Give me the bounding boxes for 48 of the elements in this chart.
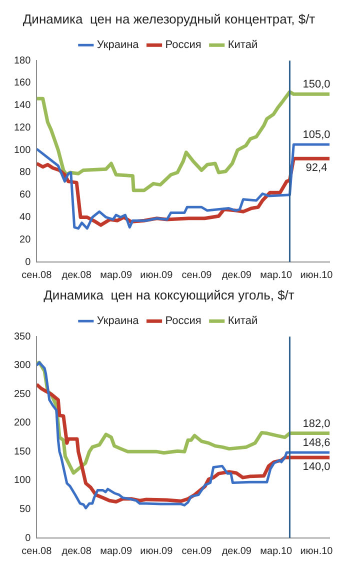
annotation: 148,6	[302, 437, 330, 450]
x-tick-label: июн.10	[300, 546, 334, 557]
legend-label: Китай	[228, 315, 258, 328]
y-tick-label: 300	[14, 360, 32, 372]
legend-label: Россия	[165, 315, 202, 328]
y-tick-label: 60	[20, 190, 32, 201]
annotation: 182,0	[302, 418, 330, 430]
legend-label: Украина	[96, 315, 140, 328]
y-tick-label: 160	[14, 78, 32, 89]
y-tick-label: 0	[25, 256, 32, 268]
x-tick-label: мар.09	[100, 270, 132, 281]
annotation: 105,0	[302, 129, 330, 142]
x-tick-label: июн.10	[300, 270, 334, 281]
x-tick-label: сен.08	[22, 270, 52, 281]
annotation: 140,0	[302, 460, 330, 473]
y-tick-label: 250	[14, 388, 32, 400]
annotation: 92,4	[306, 162, 328, 174]
y-tick-label: 50	[20, 504, 32, 515]
y-tick-label: 200	[14, 418, 32, 429]
x-tick-label: дек.09	[222, 546, 252, 557]
x-tick-label: сен.09	[182, 270, 212, 281]
y-tick-label: 20	[20, 234, 32, 246]
x-tick-label: мар.10	[260, 546, 293, 557]
legend-label: Россия	[165, 39, 202, 52]
annotation: 150,0	[302, 78, 330, 91]
y-tick-label: 120	[14, 122, 32, 134]
y-tick-label: 100	[14, 144, 32, 156]
x-tick-label: сен.08	[22, 546, 52, 557]
y-tick-label: 0	[25, 532, 32, 544]
x-tick-label: июн.09	[140, 270, 174, 281]
y-tick-label: 140	[14, 100, 32, 112]
x-tick-label: июн.09	[140, 546, 174, 557]
legend-label: Китай	[228, 39, 258, 52]
x-tick-label: дек.08	[62, 546, 92, 557]
chart-title: Динамика цен на коксующийся уголь, $/т	[44, 287, 294, 302]
y-tick-label: 100	[14, 475, 32, 486]
y-tick-label: 150	[14, 446, 32, 458]
y-tick-label: 40	[20, 212, 32, 223]
x-tick-label: сен.09	[182, 546, 212, 557]
y-tick-label: 350	[14, 331, 32, 342]
x-tick-label: дек.08	[62, 270, 92, 281]
x-tick-label: мар.10	[260, 270, 293, 281]
legend-label: Украина	[96, 39, 140, 52]
y-tick-label: 80	[20, 167, 32, 178]
chart-title: Динамика цен на железорудный концентрат, $/т	[22, 11, 316, 26]
x-tick-label: дек.09	[222, 270, 252, 281]
y-tick-label: 180	[14, 55, 32, 66]
x-tick-label: мар.09	[100, 546, 132, 557]
